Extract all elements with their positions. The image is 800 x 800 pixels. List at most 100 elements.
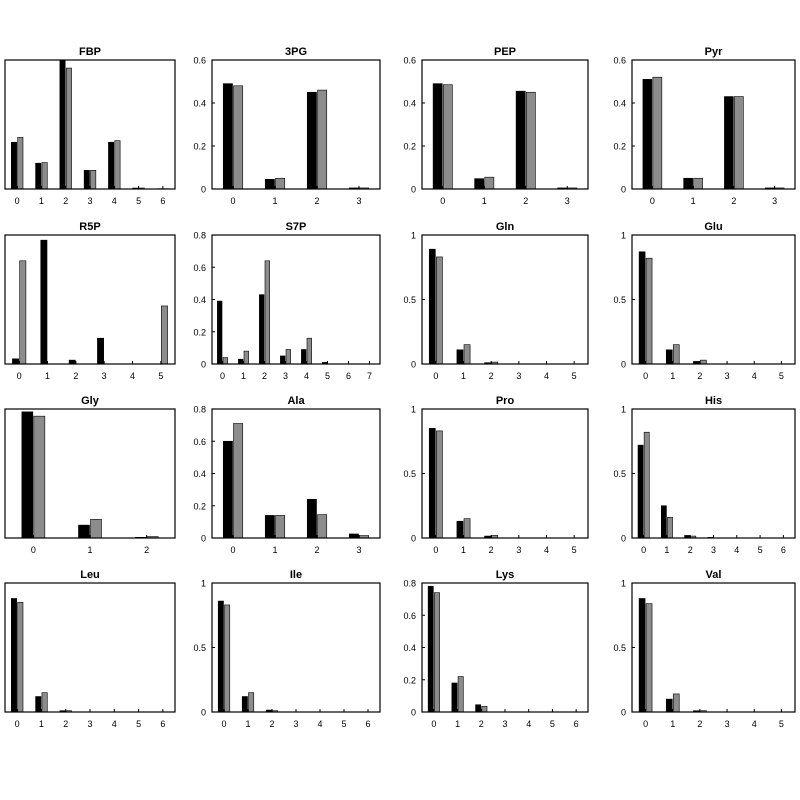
subplot-ile: Ile 0 0.5 1 0 1 2 3 4 5 6 bbox=[193, 569, 381, 729]
x-tick-label: 2 bbox=[523, 196, 528, 206]
y-tick-label: 0.4 bbox=[193, 295, 206, 305]
bar bbox=[427, 585, 434, 713]
y-tick-label: 0.4 bbox=[613, 99, 626, 109]
bar bbox=[645, 603, 653, 713]
bar bbox=[59, 59, 66, 190]
bar bbox=[97, 337, 104, 365]
y-tick-label: 0.2 bbox=[403, 675, 416, 685]
x-tick-label: 0 bbox=[230, 196, 235, 206]
bar bbox=[463, 344, 471, 365]
bar bbox=[652, 76, 663, 190]
y-tick-label: 1 bbox=[621, 579, 626, 589]
y-tick-label: 0.2 bbox=[613, 142, 626, 152]
bar bbox=[35, 162, 42, 190]
x-tick-label: 3 bbox=[356, 196, 361, 206]
x-tick-label: 1 bbox=[39, 719, 44, 729]
subplot-pep: PEP 0 0.2 0.4 0.6 0 1 2 3 bbox=[403, 46, 589, 206]
y-tick-label: 0 bbox=[201, 534, 206, 544]
y-tick-label: 1 bbox=[411, 231, 416, 241]
y-tick-label: 0 bbox=[621, 360, 626, 370]
bar bbox=[108, 141, 115, 190]
bar bbox=[285, 349, 291, 365]
y-tick-label: 0 bbox=[411, 185, 416, 195]
x-tick-label: 0 bbox=[221, 719, 226, 729]
x-tick-label: 1 bbox=[45, 371, 50, 381]
y-tick-label: 0.5 bbox=[613, 295, 626, 305]
axes-frame bbox=[211, 408, 381, 539]
bar bbox=[41, 692, 48, 713]
subplot-title: Leu bbox=[80, 569, 100, 581]
x-tick-label: 6 bbox=[365, 719, 370, 729]
bar bbox=[301, 349, 307, 365]
x-tick-label: 6 bbox=[574, 719, 579, 729]
x-tick-label: 4 bbox=[752, 719, 757, 729]
x-tick-label: 4 bbox=[526, 719, 531, 729]
axes-frame bbox=[421, 408, 589, 539]
y-tick-label: 0.5 bbox=[403, 295, 416, 305]
x-tick-label: 1 bbox=[664, 545, 669, 555]
x-tick-label: 0 bbox=[650, 196, 655, 206]
bar bbox=[280, 355, 286, 365]
x-tick-label: 4 bbox=[544, 371, 549, 381]
bar bbox=[217, 600, 224, 713]
subplot-gly: Gly 0 1 2 bbox=[4, 395, 176, 555]
x-tick-label: 3 bbox=[293, 719, 298, 729]
y-tick-label: 0.6 bbox=[613, 56, 626, 66]
x-tick-label: 6 bbox=[346, 371, 351, 381]
subplot-ala: Ala 0 0.2 0.4 0.6 0.8 0 1 2 3 bbox=[193, 395, 381, 555]
x-tick-label: 2 bbox=[688, 545, 693, 555]
bar bbox=[724, 96, 734, 190]
bar bbox=[264, 179, 275, 190]
axes-frame bbox=[4, 408, 176, 539]
bar bbox=[114, 140, 121, 190]
bar bbox=[233, 423, 244, 539]
x-tick-label: 6 bbox=[781, 545, 786, 555]
x-tick-label: 0 bbox=[15, 719, 20, 729]
bar bbox=[259, 294, 265, 365]
x-tick-label: 3 bbox=[725, 719, 730, 729]
y-tick-label: 1 bbox=[411, 405, 416, 415]
x-tick-label: 5 bbox=[550, 719, 555, 729]
x-tick-label: 2 bbox=[73, 371, 78, 381]
bar bbox=[19, 260, 27, 365]
subplot-r5p: R5P 0 1 2 3 4 5 bbox=[4, 221, 176, 381]
x-tick-label: 5 bbox=[758, 545, 763, 555]
x-tick-label: 0 bbox=[433, 545, 438, 555]
bar bbox=[233, 85, 244, 190]
x-tick-label: 3 bbox=[516, 545, 521, 555]
bar bbox=[667, 517, 673, 539]
subplot-title: S7P bbox=[286, 221, 307, 233]
x-tick-label: 3 bbox=[725, 371, 730, 381]
bar bbox=[243, 350, 249, 365]
bar bbox=[661, 505, 667, 539]
x-tick-label: 2 bbox=[489, 545, 494, 555]
bar bbox=[436, 430, 443, 539]
subplot-title: Gly bbox=[81, 395, 100, 407]
axes-frame bbox=[421, 59, 589, 190]
x-tick-label: 5 bbox=[136, 196, 141, 206]
subplot-3pg: 3PG 0 0.2 0.4 0.6 0 1 2 3 bbox=[193, 46, 381, 206]
x-tick-label: 5 bbox=[341, 719, 346, 729]
y-tick-label: 0.4 bbox=[193, 99, 206, 109]
subplot-his: His 0 0.5 1 0 1 2 3 4 5 6 bbox=[613, 395, 796, 555]
subplot-s7p: S7P 0 0.2 0.4 0.6 0.8 0 1 2 3 4 5 6 7 bbox=[193, 221, 381, 381]
y-tick-label: 0.8 bbox=[193, 231, 206, 241]
bar bbox=[275, 515, 286, 539]
bar bbox=[515, 90, 526, 190]
subplot-title: Glu bbox=[704, 221, 722, 233]
bar bbox=[428, 428, 436, 539]
bar bbox=[436, 256, 443, 365]
bar bbox=[642, 79, 653, 190]
axes-frame bbox=[631, 408, 796, 539]
bar bbox=[11, 598, 17, 713]
x-tick-label: 3 bbox=[87, 719, 92, 729]
bar bbox=[83, 169, 90, 190]
bar bbox=[428, 248, 436, 365]
bar bbox=[161, 305, 168, 365]
subplot-glu: Glu 0 0.5 1 0 1 2 3 4 5 bbox=[613, 221, 796, 381]
x-tick-label: 2 bbox=[63, 196, 68, 206]
y-tick-label: 0.6 bbox=[193, 56, 206, 66]
y-tick-label: 1 bbox=[621, 231, 626, 241]
x-tick-label: 1 bbox=[461, 371, 466, 381]
